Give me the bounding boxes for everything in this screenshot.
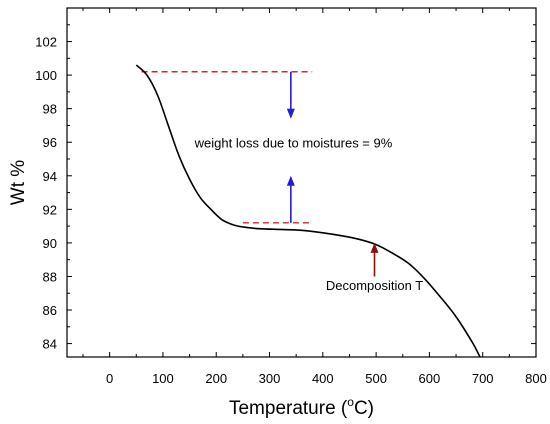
y-tick-label: 94	[43, 169, 57, 184]
annotation-moisture-loss: weight loss due to moistures = 9%	[194, 135, 393, 150]
x-tick-label: 800	[525, 371, 547, 386]
x-tick-label: 300	[259, 371, 281, 386]
x-tick-label: 100	[152, 371, 174, 386]
x-tick-label: 400	[312, 371, 334, 386]
y-tick-label: 100	[35, 68, 57, 83]
x-tick-label: 600	[419, 371, 441, 386]
y-tick-label: 84	[43, 337, 57, 352]
annotation-decomposition: Decomposition T	[326, 278, 423, 293]
series-line-wt-percent	[135, 64, 481, 358]
x-axis-title: Temperature (oC)	[229, 395, 374, 419]
annotation-arrow	[286, 175, 295, 223]
y-tick-label: 88	[43, 269, 57, 284]
x-tick-label: 700	[472, 371, 494, 386]
x-tick-label: 500	[365, 371, 387, 386]
y-tick-label: 90	[43, 236, 57, 251]
y-tick-label: 102	[35, 35, 57, 50]
plot-frame	[66, 7, 537, 358]
annotation-arrow	[286, 71, 295, 119]
y-tick-label: 96	[43, 135, 57, 150]
y-tick-label: 98	[43, 102, 57, 117]
y-axis-title: Wt %	[8, 160, 29, 205]
y-tick-label: 92	[43, 202, 57, 217]
x-tick-label: 0	[106, 371, 113, 386]
x-tick-label: 200	[205, 371, 227, 386]
y-tick-label: 86	[43, 303, 57, 318]
annotation-arrow	[370, 242, 379, 277]
